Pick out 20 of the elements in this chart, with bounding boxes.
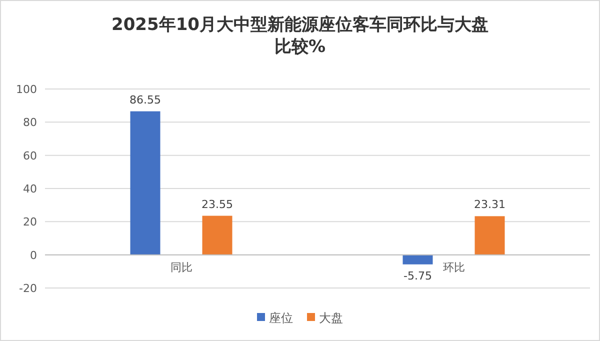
data-label: 23.31: [474, 198, 506, 212]
bar: [474, 216, 505, 255]
y-tick-label: 60: [23, 149, 37, 162]
bar: [130, 111, 160, 255]
y-tick-label: 20: [23, 216, 37, 229]
y-tick-label: 0: [30, 248, 37, 262]
y-tick-label: 80: [23, 116, 37, 130]
y-tick-label: 100: [16, 83, 37, 96]
x-tick-label: 同比: [170, 260, 192, 274]
bar: [202, 216, 232, 255]
data-label: 23.55: [202, 198, 233, 211]
y-tick-label: -20: [19, 282, 37, 295]
bar: [402, 254, 433, 264]
data-label: 86.55: [130, 93, 161, 106]
x-tick-label: 环比: [442, 260, 465, 274]
y-tick-label: 40: [23, 182, 37, 196]
data-label: -5.75: [404, 269, 432, 282]
legend-label: 大盘: [319, 311, 343, 325]
legend-label: 座位: [269, 311, 293, 325]
chart-title: 2025年10月大中型新能源座位客车同环比与大盘比较%: [112, 15, 488, 57]
